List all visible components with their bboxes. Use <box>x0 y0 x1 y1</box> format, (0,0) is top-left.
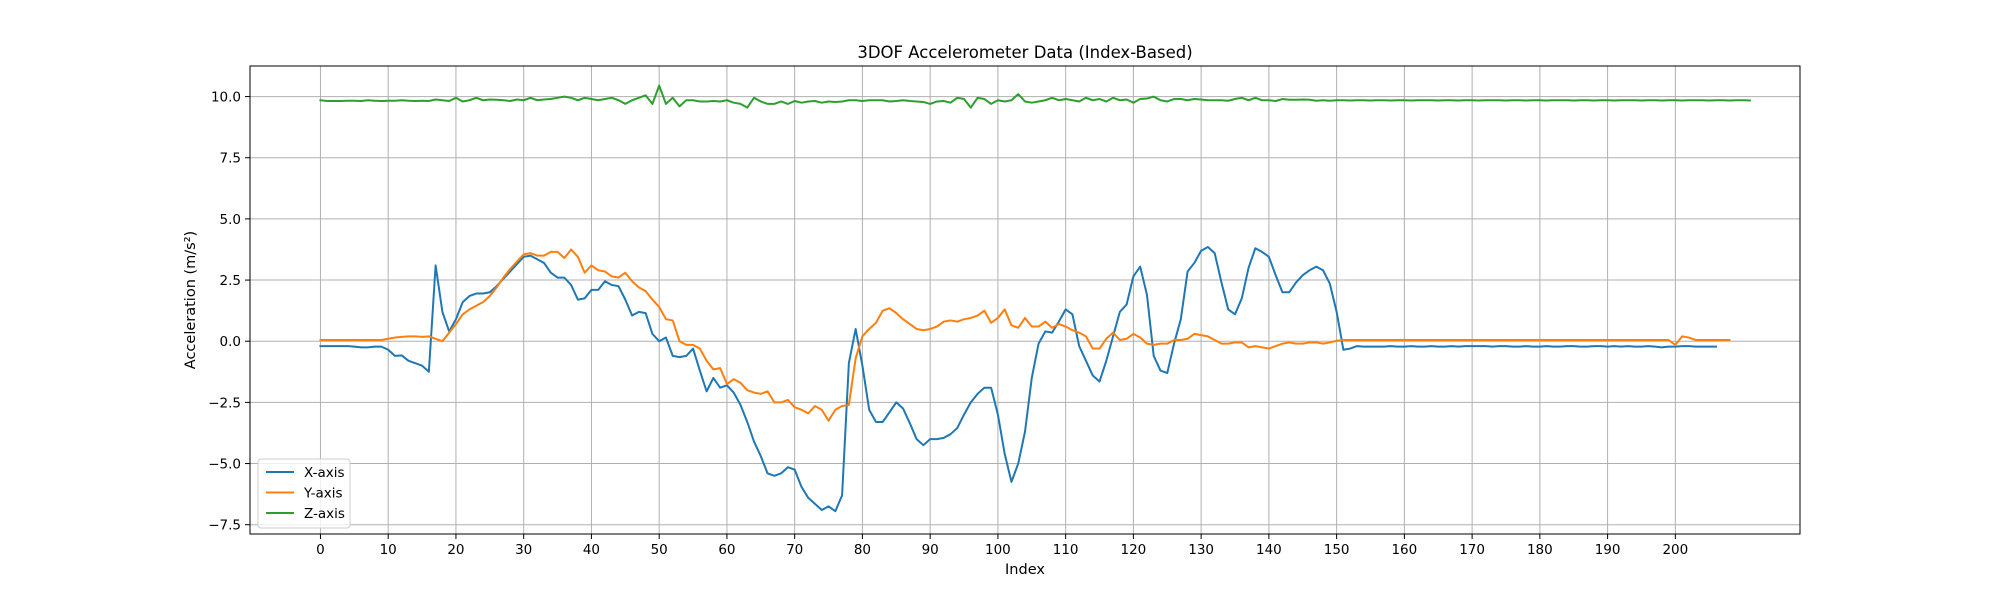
chart-title: 3DOF Accelerometer Data (Index-Based) <box>857 43 1192 62</box>
plot-frame <box>249 65 1801 535</box>
series-line-x-axis <box>319 246 1717 513</box>
series-lines <box>319 84 1751 513</box>
y-tick-label: 10.0 <box>211 90 241 106</box>
x-tick-label: 20 <box>447 542 464 558</box>
x-tick-label: 160 <box>1391 542 1417 558</box>
x-tick-label: 110 <box>1053 542 1079 558</box>
legend: X-axis Y-axis Z-axis <box>257 458 351 529</box>
x-tick-label: 40 <box>583 542 600 558</box>
series-line-z-axis <box>319 84 1751 109</box>
x-tick-label: 120 <box>1121 542 1147 558</box>
x-tick-label: 50 <box>651 542 668 558</box>
legend-label-z-axis: Z-axis <box>304 506 345 522</box>
legend-label-y-axis: Y-axis <box>303 486 343 502</box>
x-tick-label: 150 <box>1324 542 1350 558</box>
x-tick-label: 80 <box>854 542 871 558</box>
y-tick-label: −5.0 <box>208 457 241 473</box>
x-tick-label: 180 <box>1527 542 1553 558</box>
y-tick-label: −2.5 <box>208 395 241 411</box>
x-tick-label: 0 <box>316 542 325 558</box>
x-axis: 0 10 20 30 40 50 60 70 80 90 100 110 120 130 140 150 160… <box>316 534 1688 558</box>
x-tick-label: 70 <box>786 542 803 558</box>
y-axis: −7.5 −5.0 −2.5 0.0 2.5 5.0 7.5 10.0 <box>208 90 250 534</box>
grid <box>250 66 1800 534</box>
x-tick-label: 130 <box>1188 542 1214 558</box>
x-tick-label: 90 <box>922 542 939 558</box>
x-tick-label: 200 <box>1662 542 1688 558</box>
legend-label-x-axis: X-axis <box>304 465 345 481</box>
y-tick-label: 5.0 <box>220 212 241 228</box>
y-tick-label: 7.5 <box>220 151 241 167</box>
series-line-y-axis <box>319 248 1731 422</box>
y-tick-label: −7.5 <box>208 518 241 534</box>
x-tick-label: 170 <box>1459 542 1485 558</box>
y-axis-label: Acceleration (m/s²) <box>183 231 199 369</box>
x-tick-label: 60 <box>718 542 735 558</box>
y-tick-label: 0.0 <box>220 334 241 350</box>
x-tick-label: 30 <box>515 542 532 558</box>
legend-box <box>257 458 351 529</box>
x-axis-label: Index <box>1005 562 1045 578</box>
x-tick-label: 10 <box>380 542 397 558</box>
x-tick-label: 190 <box>1595 542 1621 558</box>
x-tick-label: 140 <box>1256 542 1282 558</box>
x-tick-label: 100 <box>985 542 1011 558</box>
y-tick-label: 2.5 <box>220 273 241 289</box>
